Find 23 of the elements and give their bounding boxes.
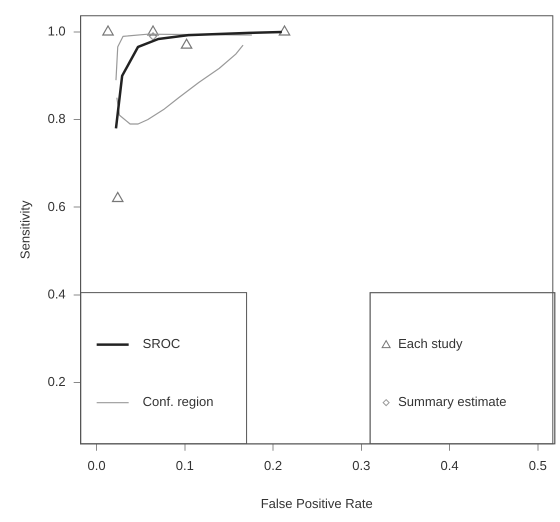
point <box>148 32 158 40</box>
point <box>147 25 159 36</box>
x-axis-title: False Positive Rate <box>260 496 373 511</box>
legend-label: SROC <box>142 336 180 352</box>
x-tick-label: 0.4 <box>440 458 459 474</box>
point <box>278 25 290 36</box>
y-tick-label: 1.0 <box>48 24 66 39</box>
y-axis-title: Sensitivity <box>17 200 32 260</box>
x-tick-label: 0.0 <box>88 458 106 474</box>
y-tick-label: 0.4 <box>48 286 66 302</box>
x-tick-label: 0.1 <box>176 458 194 474</box>
point <box>112 192 124 202</box>
y-tick-label: 0.8 <box>48 111 66 126</box>
x-tick-label: 0.3 <box>352 458 370 474</box>
point <box>180 38 192 49</box>
x-tick-label: 0.5 <box>528 458 547 474</box>
legend-label: Summary estimate <box>398 394 506 410</box>
x-tick-label: 0.2 <box>264 458 282 474</box>
point <box>102 25 114 36</box>
legend-label: Conf. region <box>142 394 214 410</box>
y-tick-label: 0.6 <box>48 198 66 214</box>
legend-label: Each study <box>398 336 463 352</box>
y-tick-label: 0.2 <box>48 374 66 390</box>
